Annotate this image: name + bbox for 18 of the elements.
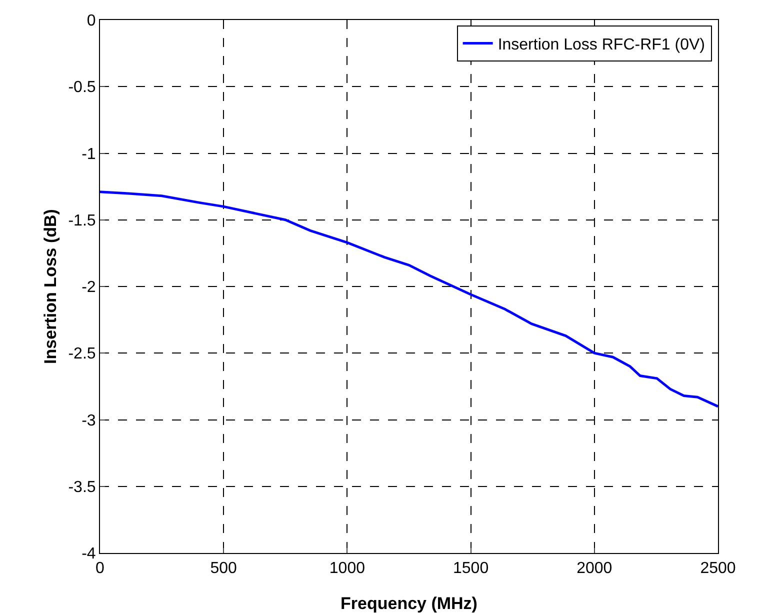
y-tick-label: -2 [82, 279, 96, 296]
x-tick-label: 1000 [329, 560, 366, 578]
x-tick-label: 2000 [576, 560, 612, 578]
y-tick-label: -3 [82, 412, 96, 430]
legend-label: Insertion Loss RFC-RF1 (0V) [498, 36, 705, 54]
x-tick-label: 1500 [453, 560, 489, 578]
y-tick-label: 0 [86, 12, 96, 30]
y-axis-title: Insertion Loss (dB) [41, 209, 60, 364]
y-tick-label: -0.5 [68, 79, 96, 96]
y-tick-label: -4 [82, 546, 96, 563]
y-tick-label: -2.5 [68, 346, 96, 363]
y-tick-label: -3.5 [68, 478, 96, 496]
y-tick-label: -1.5 [68, 212, 96, 230]
x-axis-title: Frequency (MHz) [340, 594, 478, 613]
line-series [100, 190, 718, 408]
x-tick-label: 500 [210, 560, 238, 578]
x-tick-label: 2500 [700, 560, 736, 578]
y-tick-label: -1 [82, 146, 96, 163]
